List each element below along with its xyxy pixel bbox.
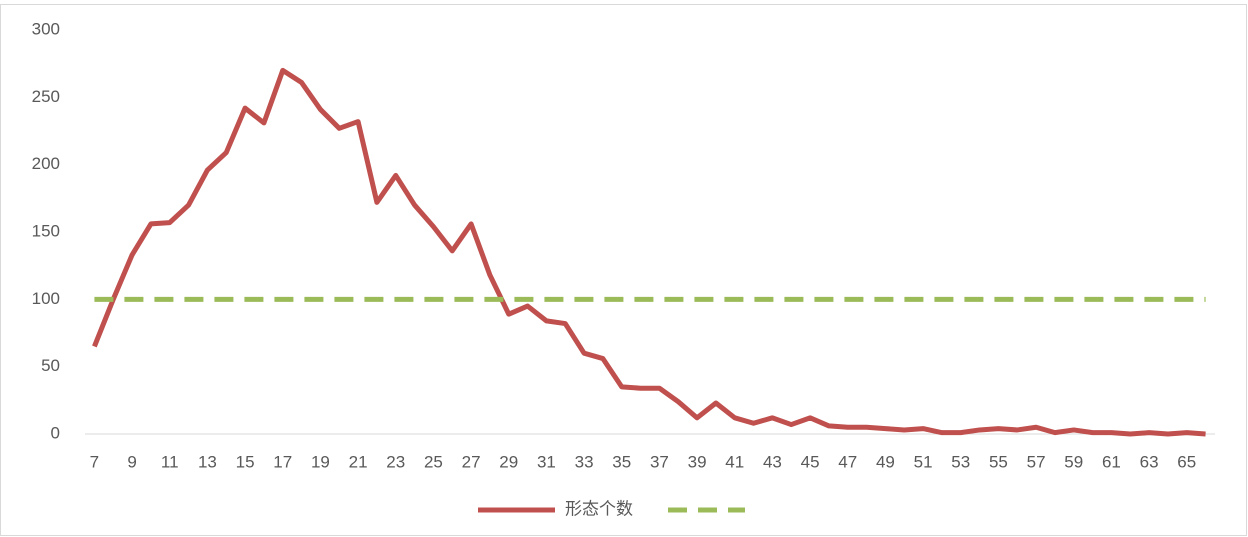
- x-tick-label: 59: [1064, 452, 1083, 471]
- x-tick-label: 29: [499, 452, 518, 471]
- y-tick-label: 200: [32, 154, 60, 173]
- y-tick-label: 0: [51, 423, 60, 442]
- x-tick-label: 39: [688, 452, 707, 471]
- x-tick-label: 25: [424, 452, 443, 471]
- x-tick-label: 65: [1177, 452, 1196, 471]
- x-tick-label: 9: [127, 452, 136, 471]
- y-tick-label: 300: [32, 19, 60, 38]
- x-tick-label: 43: [763, 452, 782, 471]
- x-tick-label: 57: [1027, 452, 1046, 471]
- x-tick-label: 19: [311, 452, 330, 471]
- x-tick-label: 15: [236, 452, 255, 471]
- chart-frame: [0, 4, 1247, 536]
- y-tick-label: 250: [32, 87, 60, 106]
- x-tick-label: 63: [1140, 452, 1159, 471]
- x-tick-label: 55: [989, 452, 1008, 471]
- y-tick-label: 150: [32, 221, 60, 240]
- x-tick-label: 37: [650, 452, 669, 471]
- x-tick-label: 47: [838, 452, 857, 471]
- x-tick-label: 27: [462, 452, 481, 471]
- x-tick-label: 17: [273, 452, 292, 471]
- data-line: [92, 67, 1206, 437]
- x-tick-label: 41: [725, 452, 744, 471]
- legend-label: 形态个数: [565, 499, 633, 518]
- x-tick-label: 23: [386, 452, 405, 471]
- x-tick-label: 53: [951, 452, 970, 471]
- y-tick-label: 100: [32, 289, 60, 308]
- x-tick-label: 45: [801, 452, 820, 471]
- x-tick-label: 31: [537, 452, 556, 471]
- x-tick-label: 35: [612, 452, 631, 471]
- x-tick-label: 13: [198, 452, 217, 471]
- x-tick-label: 51: [914, 452, 933, 471]
- x-tick-label: 21: [349, 452, 368, 471]
- x-tick-label: 33: [575, 452, 594, 471]
- x-tick-label: 49: [876, 452, 895, 471]
- x-tick-label: 61: [1102, 452, 1121, 471]
- x-tick-label: 11: [161, 452, 179, 471]
- x-tick-label: 7: [90, 452, 99, 471]
- y-tick-label: 50: [41, 356, 60, 375]
